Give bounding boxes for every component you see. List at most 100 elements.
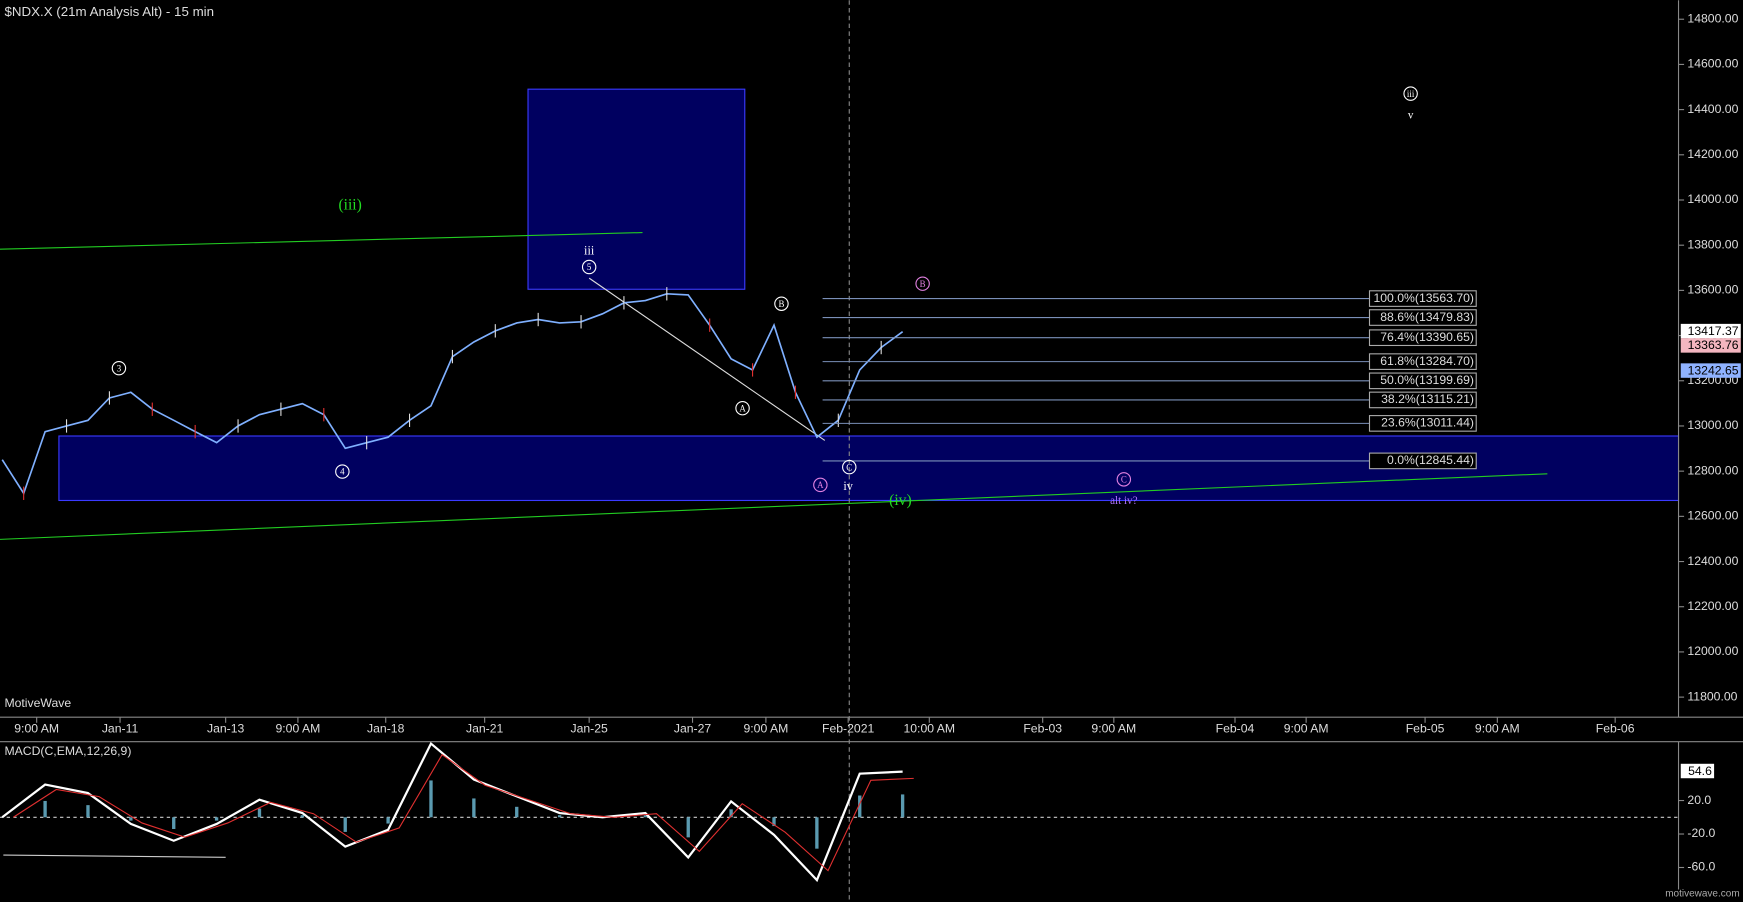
price-tick-label: 14000.00 [1687, 192, 1738, 206]
wave-circle [581, 259, 597, 275]
macd-tick-label: -60.0 [1687, 860, 1715, 874]
signal-line [13, 753, 914, 872]
time-label: Feb-04 [1216, 722, 1255, 736]
wave-circle [1403, 86, 1418, 101]
time-label: Jan-27 [674, 722, 712, 736]
price-tick-label: 11800.00 [1687, 689, 1737, 703]
fib-label: 61.8%(13284.70) [1380, 354, 1474, 368]
macd-hist [86, 805, 90, 818]
macd-hist [815, 817, 819, 849]
macd-hist [858, 795, 862, 818]
price-tick-label: 13800.00 [1687, 237, 1738, 251]
last-price-label: 13242.65 [1688, 363, 1739, 377]
wave-circle [111, 360, 127, 376]
macd-hist [257, 808, 262, 818]
wave-label: iii [584, 243, 595, 257]
macd-hist [515, 806, 519, 818]
last-price-label: 13363.76 [1688, 338, 1739, 352]
fib-label: 88.6%(13479.83) [1380, 310, 1474, 324]
macd-hist [172, 817, 176, 829]
channel-line [0, 232, 643, 250]
macd-hist [729, 809, 733, 818]
footer: motivewave.com [1665, 889, 1739, 900]
last-price-box [1680, 323, 1741, 339]
wave-label: A [739, 403, 746, 413]
time-label: Jan-21 [466, 722, 504, 736]
price-tick-label: 14200.00 [1687, 147, 1738, 161]
wave-label: B [778, 299, 784, 309]
time-label: 9:00 AM [743, 722, 788, 736]
time-label: Jan-11 [102, 722, 139, 736]
fib-box [1368, 309, 1477, 326]
fib-box [1368, 329, 1477, 347]
time-label: 10:00 AM [903, 722, 955, 736]
price-tick-label: 12400.00 [1687, 554, 1738, 568]
price-tick-label: 12200.00 [1687, 599, 1738, 613]
last-price-box [1680, 338, 1741, 353]
macd-hist [129, 817, 133, 821]
price-tick-label: 12800.00 [1687, 463, 1738, 477]
price-tick-label: 14600.00 [1687, 57, 1738, 71]
wave-label: A [817, 480, 824, 490]
time-label: Jan-25 [570, 722, 608, 736]
time-label: 9:00 AM [1475, 722, 1520, 736]
wave-circle [813, 477, 828, 493]
time-label: Jan-18 [367, 722, 405, 736]
wave-label: (iii) [338, 196, 361, 213]
wave-label: (iv) [889, 492, 911, 509]
macd-last-label: 54.6 [1688, 764, 1712, 778]
macd-trend [3, 854, 226, 858]
wave-circle [842, 459, 857, 475]
macd-hist [214, 817, 219, 821]
time-label: 9:00 AM [1284, 722, 1329, 736]
price-tick-label: 13600.00 [1687, 283, 1738, 297]
wave-circle [735, 400, 750, 416]
last-price-box [1680, 363, 1741, 378]
macd-label: MACD(C,EMA,12,26,9) [4, 744, 131, 758]
wave-label: B [920, 279, 926, 289]
macd-last-box [1680, 763, 1715, 779]
price-tick-label: 14400.00 [1687, 102, 1738, 116]
fib-box [1368, 290, 1477, 307]
price-tick-label: 14800.00 [1687, 11, 1738, 25]
time-label: 9:00 AM [1091, 722, 1136, 736]
price-tick-label: 12000.00 [1687, 644, 1738, 658]
wave-label: alt iv? [1110, 495, 1138, 507]
fib-label: 100.0%(13563.70) [1373, 291, 1474, 305]
wave-label: iv [843, 479, 853, 493]
fib-label: 50.0%(13199.69) [1380, 373, 1474, 387]
wave-label: 3 [117, 363, 122, 373]
wave-label: 4 [340, 467, 345, 477]
fib-label: 0.0%(12845.44) [1387, 453, 1474, 467]
time-label: Feb-05 [1406, 722, 1445, 736]
macd-hist [643, 815, 648, 818]
macd-hist [43, 800, 47, 818]
last-price-label: 13417.37 [1688, 324, 1739, 338]
wave-circle [774, 296, 789, 311]
macd-hist [429, 780, 433, 818]
wave-circle [915, 276, 930, 291]
chart-title: $NDX.X (21m Analysis Alt) - 15 min [4, 4, 214, 19]
channel-line [0, 473, 1548, 540]
fib-box [1368, 415, 1477, 432]
macd-hist [300, 815, 305, 818]
watermark: MotiveWave [4, 696, 71, 710]
fib-box [1368, 452, 1477, 470]
wave-label: v [1408, 109, 1414, 121]
fib-box [1368, 391, 1477, 409]
macd-tick-label: 20.0 [1687, 793, 1711, 807]
macd-tick-label: -20.0 [1687, 826, 1715, 840]
time-label: 9:00 AM [14, 722, 59, 736]
wave-label: iii [1407, 89, 1415, 99]
wave-circle [1116, 472, 1132, 487]
macd-hist [472, 798, 476, 818]
fib-label: 76.4%(13390.65) [1380, 330, 1474, 344]
macd-hist [686, 817, 690, 838]
fib-box [1368, 372, 1477, 390]
time-label: 9:00 AM [275, 722, 320, 736]
macd-hist [386, 817, 390, 824]
time-label: Feb-03 [1023, 722, 1062, 736]
fib-label: 23.6%(13011.44) [1381, 416, 1474, 430]
macd-hist [343, 817, 347, 832]
